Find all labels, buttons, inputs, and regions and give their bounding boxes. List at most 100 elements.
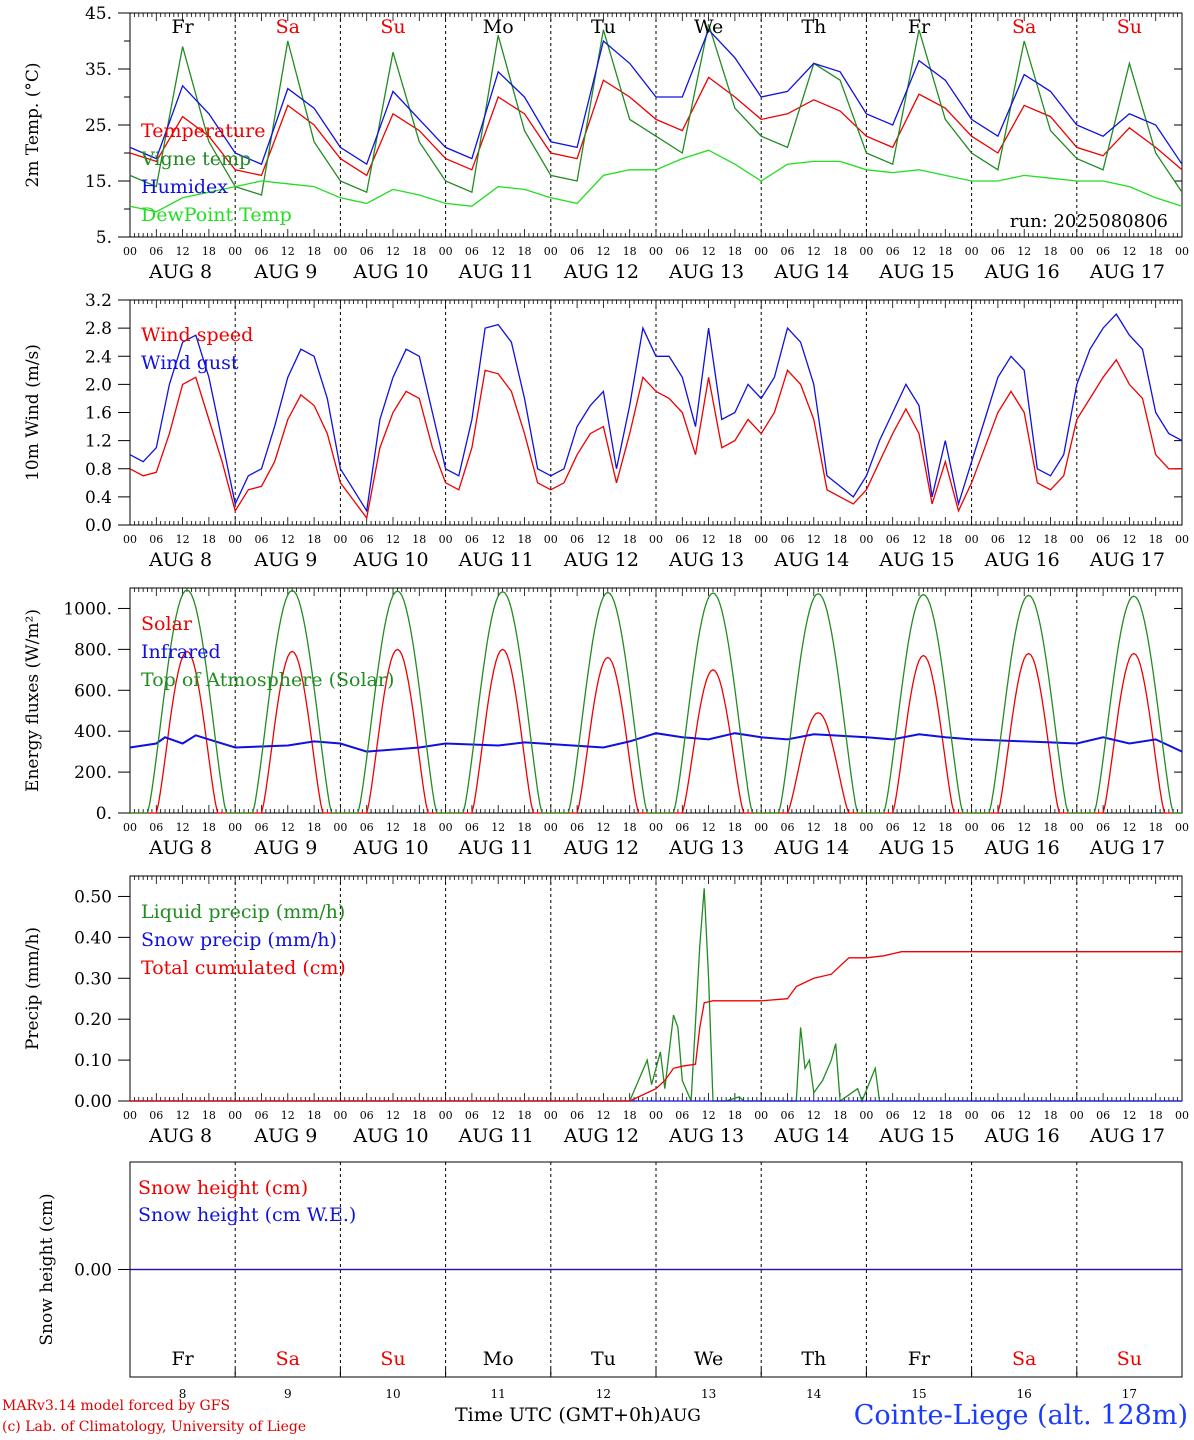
hour-label: 12 — [702, 533, 716, 546]
date-label: AUG 8 — [148, 261, 212, 283]
hour-label: 18 — [833, 1109, 847, 1122]
hour-label: 00 — [859, 533, 873, 546]
hour-label: 18 — [307, 821, 321, 834]
day-of-week-bottom: Sa — [1012, 1348, 1036, 1370]
hour-label: 06 — [570, 245, 584, 258]
date-label: AUG 10 — [352, 1125, 428, 1147]
date-label: AUG 17 — [1089, 549, 1165, 571]
hour-label: 12 — [702, 821, 716, 834]
y-tick-label: 25. — [85, 116, 112, 136]
legend-entry: Snow height (cm W.E.) — [138, 1204, 356, 1226]
hour-label: 00 — [228, 533, 242, 546]
hour-label: 18 — [728, 533, 742, 546]
hour-label: 12 — [491, 821, 505, 834]
hour-label: 18 — [202, 533, 216, 546]
date-label: AUG 12 — [563, 549, 639, 571]
hour-label: 12 — [1017, 533, 1031, 546]
y-tick-label: 0.4 — [85, 488, 112, 508]
y-axis-title: Snow height (cm) — [37, 1193, 57, 1345]
day-of-week-top: Fr — [171, 16, 194, 38]
hour-label: 12 — [1017, 245, 1031, 258]
day-of-week-top: Th — [801, 16, 826, 38]
hour-label: 00 — [754, 245, 768, 258]
hour-label: 18 — [1044, 821, 1058, 834]
date-label: AUG 15 — [878, 549, 954, 571]
hour-label: 06 — [465, 533, 479, 546]
y-tick-label: 0. — [96, 804, 112, 824]
hour-label: 00 — [754, 1109, 768, 1122]
hour-label: 18 — [623, 821, 637, 834]
hour-label: 18 — [623, 533, 637, 546]
hour-label: 00 — [1070, 1109, 1084, 1122]
hour-label: 12 — [281, 821, 295, 834]
hour-label: 06 — [465, 245, 479, 258]
hour-label: 06 — [149, 245, 163, 258]
hour-label: 00 — [649, 821, 663, 834]
hour-label: 00 — [965, 1109, 979, 1122]
y-axis-title: Energy fluxes (W/m²) — [23, 609, 43, 792]
legend-entry: Solar — [141, 613, 193, 635]
day-number: 10 — [385, 1387, 400, 1401]
day-of-week-bottom: Sa — [276, 1348, 300, 1370]
hour-label: 18 — [623, 245, 637, 258]
legend-entry: Wind speed — [141, 324, 253, 346]
y-tick-label: 0.50 — [74, 887, 112, 907]
hour-label: 00 — [333, 533, 347, 546]
hour-label: 12 — [491, 1109, 505, 1122]
hour-label: 06 — [255, 821, 269, 834]
panel-2: 00 06 12 18 AUG 8 00 06 12 18 AUG 9 00 06 12 18 AUG 10… — [23, 291, 1189, 571]
day-of-week-top: We — [694, 16, 723, 38]
hour-label: 00 — [965, 821, 979, 834]
series-line-total — [130, 951, 1182, 1102]
series-line-vigne — [129, 24, 1183, 196]
hour-label: 00 — [1175, 533, 1189, 546]
y-tick-label: 200. — [74, 763, 112, 783]
y-tick-label: 1000. — [63, 599, 112, 619]
hour-label: 00 — [965, 245, 979, 258]
hour-label: 12 — [807, 821, 821, 834]
hour-label: 18 — [202, 821, 216, 834]
hour-label: 12 — [912, 245, 926, 258]
hour-label: 12 — [702, 245, 716, 258]
hour-label: 00 — [1175, 245, 1189, 258]
hour-label: 06 — [570, 533, 584, 546]
y-tick-label: 400. — [74, 722, 112, 742]
date-label: AUG 8 — [148, 837, 212, 859]
legend-entry: Wind gust — [141, 352, 239, 374]
day-number: 12 — [596, 1387, 611, 1401]
hour-label: 06 — [149, 821, 163, 834]
day-number: 8 — [179, 1387, 187, 1401]
hour-label: 12 — [596, 245, 610, 258]
hour-label: 12 — [176, 821, 190, 834]
hour-label: 12 — [386, 533, 400, 546]
hour-label: 18 — [938, 821, 952, 834]
hour-label: 00 — [123, 245, 137, 258]
day-number: 13 — [701, 1387, 716, 1401]
date-label: AUG 12 — [563, 1125, 639, 1147]
y-tick-label: 2.0 — [85, 375, 112, 395]
hour-label: 18 — [938, 245, 952, 258]
hour-label: 12 — [176, 533, 190, 546]
date-label: AUG 9 — [253, 1125, 317, 1147]
day-of-week-bottom: Su — [1117, 1348, 1142, 1370]
date-label: AUG 12 — [563, 261, 639, 283]
hour-label: 18 — [1044, 1109, 1058, 1122]
y-tick-label: 1.2 — [85, 432, 112, 452]
day-of-week-bottom: Mo — [483, 1348, 514, 1370]
date-label: AUG 15 — [878, 837, 954, 859]
date-label: AUG 8 — [148, 549, 212, 571]
hour-label: 18 — [412, 1109, 426, 1122]
date-label: AUG 11 — [458, 837, 534, 859]
date-label: AUG 9 — [253, 261, 317, 283]
date-label: AUG 17 — [1089, 261, 1165, 283]
series-line-humidex — [129, 28, 1183, 166]
y-tick-label: 45. — [85, 4, 112, 24]
hour-label: 06 — [886, 821, 900, 834]
date-label: AUG 11 — [458, 261, 534, 283]
y-axis-title: Precip (mm/h) — [23, 927, 43, 1050]
hour-label: 00 — [333, 1109, 347, 1122]
legend-entry: Snow precip (mm/h) — [141, 929, 337, 951]
day-of-week-bottom: Su — [380, 1348, 405, 1370]
legend-entry: Humidex — [141, 176, 228, 198]
hour-label: 06 — [465, 821, 479, 834]
